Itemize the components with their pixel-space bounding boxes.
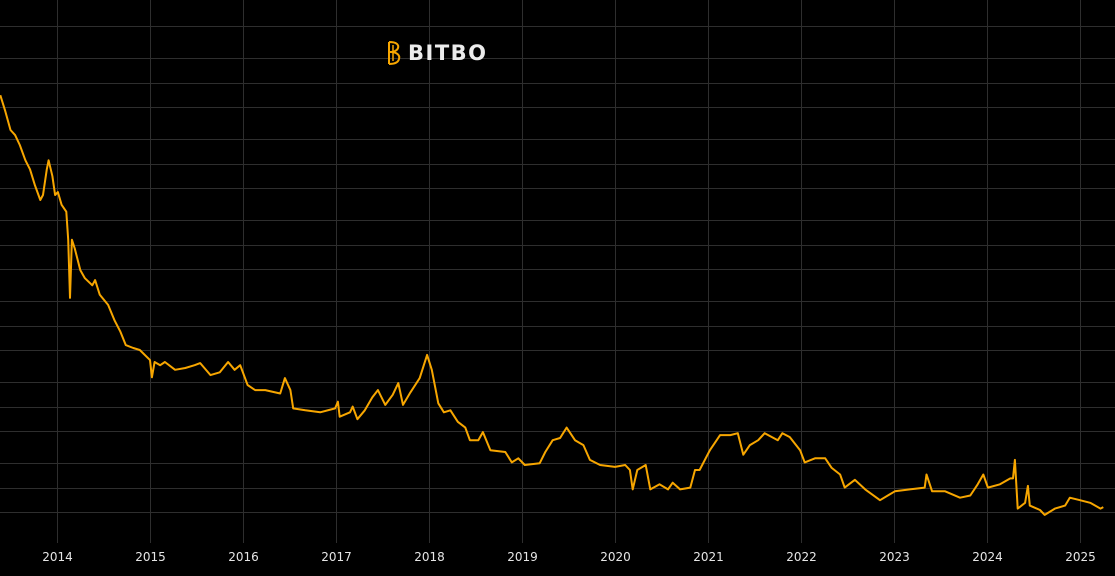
series-line	[0, 94, 1104, 516]
x-tick-label: 2024	[972, 550, 1003, 564]
x-tick-label: 2014	[42, 550, 73, 564]
series-group	[0, 94, 1104, 516]
x-tick-label: 2020	[600, 550, 631, 564]
x-tick-label: 2017	[321, 550, 352, 564]
brand-logo: BITBO	[386, 40, 488, 66]
x-tick-label: 2025	[1065, 550, 1096, 564]
x-tick-label: 2018	[414, 550, 445, 564]
bitbo-logo-icon	[388, 41, 401, 65]
x-tick-label: 2022	[786, 550, 817, 564]
x-tick-label: 2023	[879, 550, 910, 564]
x-tick-label: 2016	[228, 550, 259, 564]
x-tick-label: 2015	[135, 550, 166, 564]
x-axis: 2014 2015 2016 2017 2018 2019 2020 2021 2022 2023…	[42, 550, 1096, 564]
brand-name: BITBO	[408, 41, 488, 65]
gridlines	[0, 0, 1115, 543]
x-tick-label: 2019	[507, 550, 538, 564]
x-tick-label: 2021	[693, 550, 724, 564]
